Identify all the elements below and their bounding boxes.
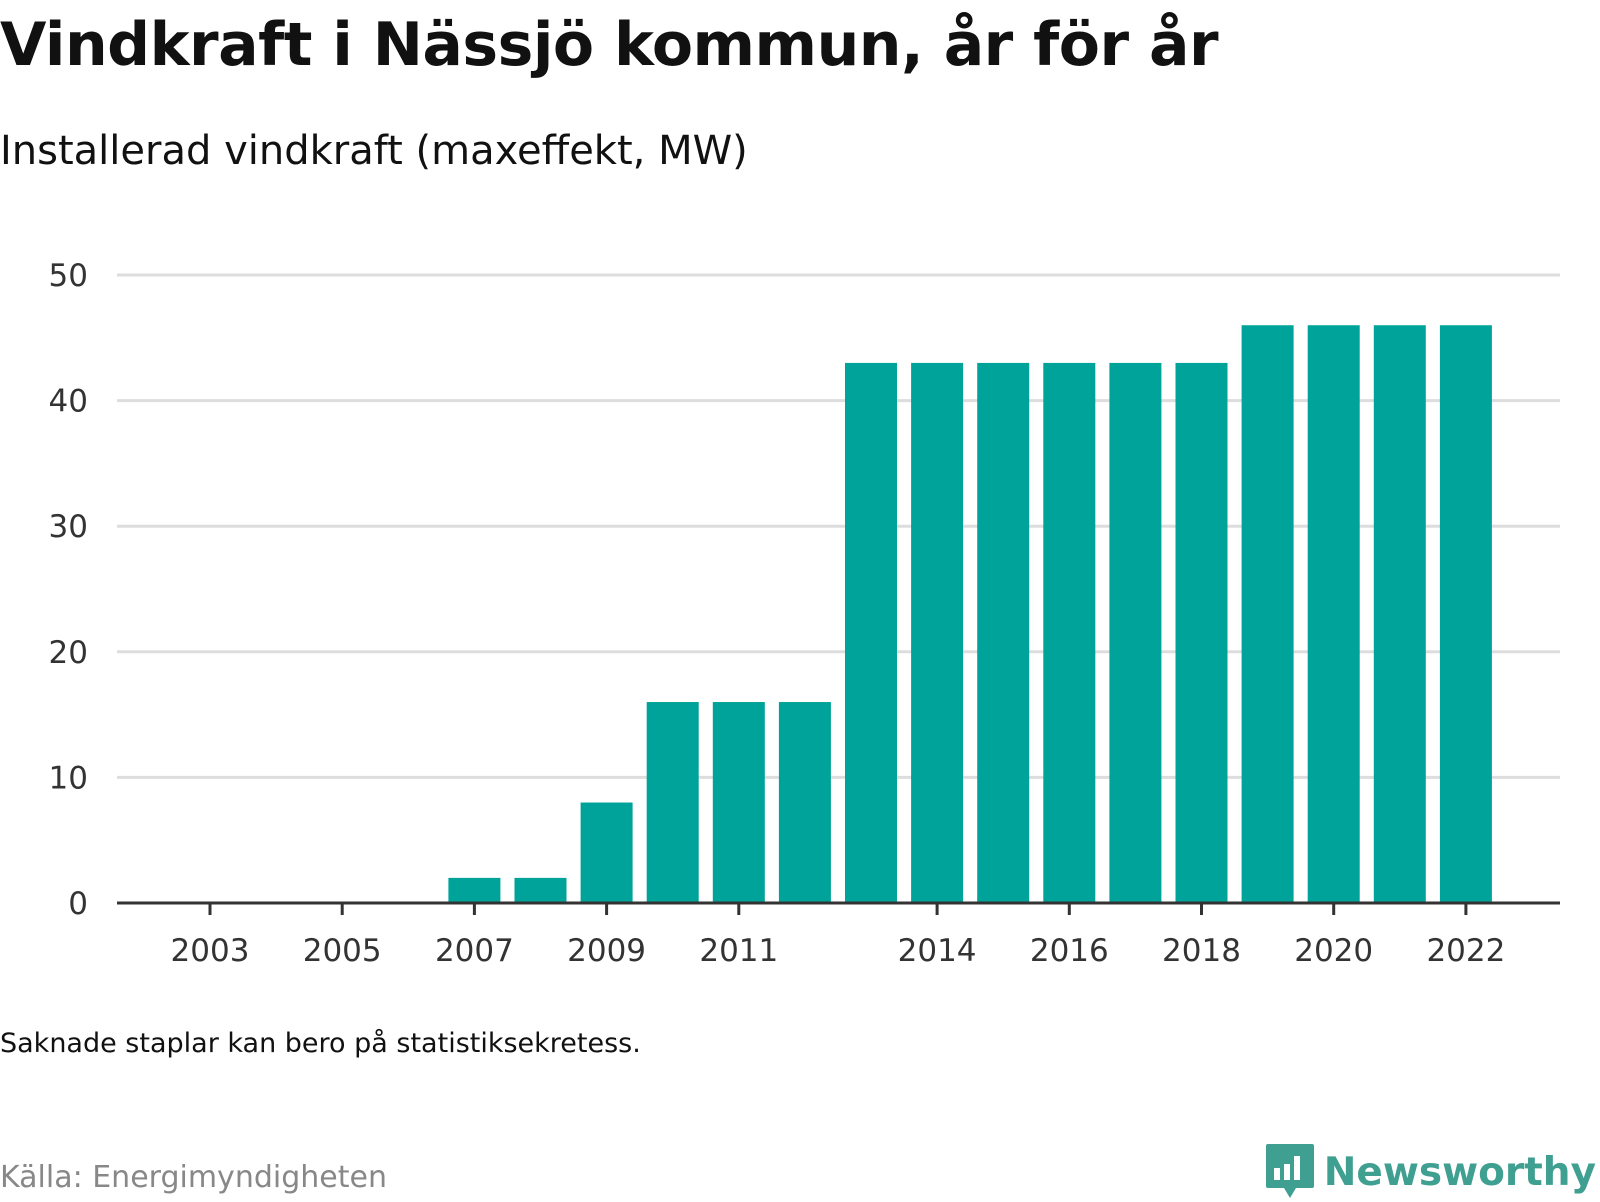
bar-2010 [646,702,699,903]
x-tick-label: 2016 [1030,933,1109,969]
bar-2020 [1307,325,1360,903]
bars [448,325,1492,903]
y-tick-label: 20 [49,635,88,671]
x-tick-label: 2022 [1426,933,1505,969]
x-tick-label: 2003 [171,933,250,969]
x-axis: 2003 2005 2007 2009 2011 2014 2016 2018 2020 2022 [117,901,1560,969]
x-tick-label: 2020 [1294,933,1373,969]
footnote: Saknade staplar kan bero på statistiksek… [0,1028,641,1059]
bar-chart: 2003 2005 2007 2009 2011 2014 2016 2018 2020 2022… [49,258,1560,969]
bar-2008 [514,877,567,903]
bar-2007 [448,877,501,903]
bar-2015 [977,362,1030,903]
y-axis: 0 10 20 30 40 50 [49,258,88,922]
bar-2016 [1043,362,1096,903]
x-tick-label: 2005 [303,933,382,969]
y-tick-label: 40 [49,384,88,420]
bar-2019 [1241,325,1294,903]
chart-subtitle: Installerad vindkraft (maxeffekt, MW) [0,128,748,174]
x-tick-label: 2018 [1162,933,1241,969]
x-tick-label: 2007 [435,933,514,969]
bar-2011 [712,702,765,903]
brand-name: Newsworthy [1323,1149,1596,1195]
chart-title: Vindkraft i Nässjö kommun, år för år [0,10,1219,80]
bar-2021 [1373,325,1426,903]
bar-2009 [580,802,633,903]
bar-2022 [1439,325,1492,903]
y-tick-label: 0 [68,886,88,922]
bar-2014 [911,362,964,903]
bar-2012 [778,702,831,903]
newsworthy-bar-chart-icon [1265,1144,1314,1198]
y-tick-label: 50 [49,258,88,294]
source-text: Källa: Energimyndigheten [0,1160,387,1195]
x-tick-label: 2011 [699,933,778,969]
y-tick-label: 30 [49,509,88,545]
newsworthy-logo: Newsworthy [1264,1142,1596,1202]
bar-2017 [1109,362,1162,903]
x-tick-label: 2014 [898,933,977,969]
bar-2018 [1175,362,1228,903]
bar-2013 [845,362,897,903]
y-tick-label: 10 [49,760,88,796]
x-tick-label: 2009 [567,933,646,969]
